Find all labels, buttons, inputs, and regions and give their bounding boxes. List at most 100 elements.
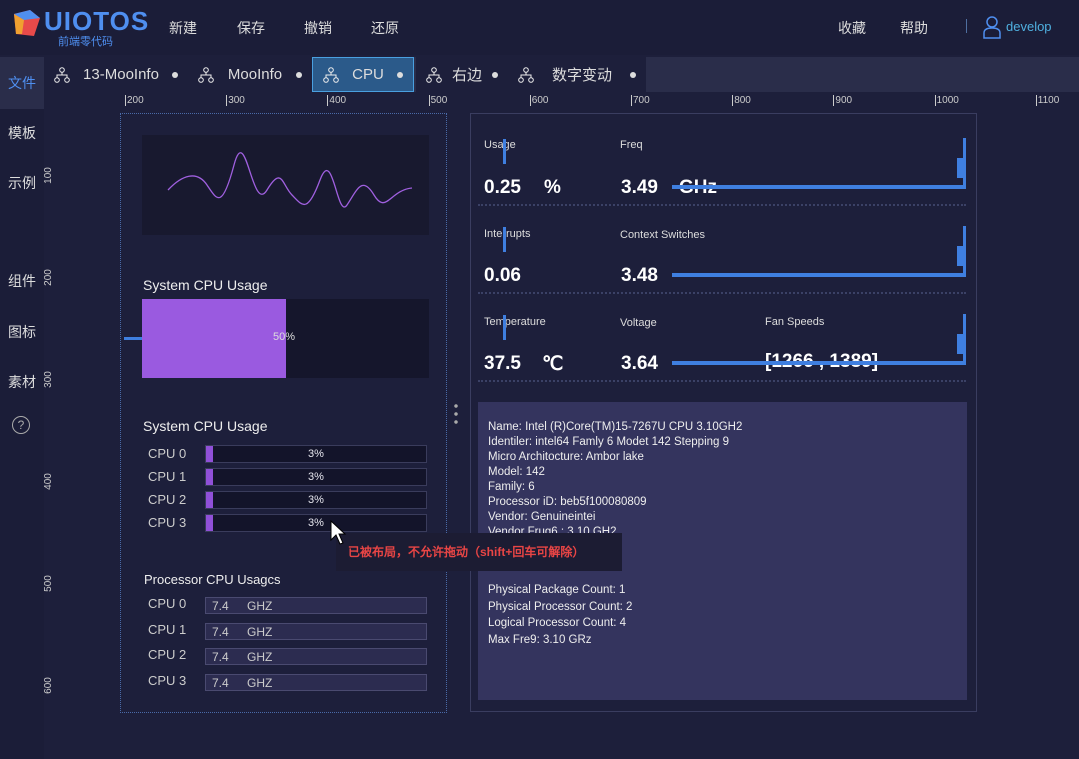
tab-3[interactable]: 右边 [416, 57, 508, 92]
tooltip: 已被布局，不允许拖动（shift+回车可解除） [336, 533, 622, 571]
anchor-handle[interactable] [957, 334, 964, 354]
user-icon[interactable] [982, 15, 1002, 39]
tab-dot-icon[interactable] [630, 71, 636, 78]
right-panel[interactable] [470, 113, 977, 712]
info-line: Vendor: Genuineintei [488, 511, 596, 523]
cpu-line-chart [142, 135, 429, 235]
ruler-tick: 800 [732, 95, 751, 106]
freq-label: CPU 0 [148, 596, 187, 611]
ruler-tick: 500 [428, 95, 448, 106]
user-name[interactable]: develop [1006, 19, 1052, 34]
ruler-tick: 900 [833, 95, 853, 106]
ruler-tick: 600 [42, 677, 54, 694]
ruler-tick: 200 [42, 269, 54, 286]
hierarchy-icon [54, 66, 70, 83]
core-label: CPU 0 [148, 446, 187, 461]
temp-stat: 37.5 [484, 353, 521, 374]
usage-bar: 50% [142, 299, 429, 378]
tab-label: 数字变动 [551, 67, 612, 84]
sidebar-item-example[interactable]: 示例 [8, 175, 36, 191]
menu-help[interactable]: 帮助 [900, 20, 928, 36]
tab-1[interactable]: MooInfo [188, 57, 312, 92]
sidebar-item-icon[interactable]: 图标 [8, 324, 36, 340]
core-usage-bar: 3% [205, 468, 427, 486]
ruler-tick: 600 [529, 95, 549, 106]
hierarchy-icon [518, 66, 534, 83]
anchor-handle[interactable] [957, 158, 964, 178]
tab-dot-icon[interactable] [397, 71, 403, 78]
freq-row: 7.4 GHZ [205, 622, 427, 640]
logo-icon [14, 10, 40, 36]
menu-favorites[interactable]: 收藏 [838, 20, 866, 36]
interrupts-stat: 0.06 [484, 265, 521, 286]
sidebar: 文件 模板 示例 组件 图标 素材 ? [0, 57, 44, 759]
info-line: Physical Processor Count: 2 [488, 600, 633, 613]
freq-unit: GHZ [247, 650, 273, 664]
tab-label: 13-MooInfo [83, 66, 159, 83]
core-label: CPU 3 [148, 515, 187, 530]
sidebar-item-template[interactable]: 模板 [8, 125, 36, 141]
mouse-cursor-icon [330, 520, 346, 545]
tab-label: MooInfo [227, 66, 283, 83]
hierarchy-icon [426, 66, 442, 83]
info-line: Micro Architocture: Ambor lake [488, 451, 644, 463]
menu-new[interactable]: 新建 [169, 20, 197, 36]
connector-arrow [963, 138, 966, 189]
tab-dot-icon[interactable] [296, 71, 302, 78]
info-lines: Name: Intel (R)Core(TM)15-7267U CPU 3.10… [488, 420, 742, 540]
sidebar-item-material[interactable]: 素材 [8, 374, 36, 390]
usage-bar-fill [142, 299, 286, 378]
horizontal-ruler[interactable]: 200 300 400 500 600 700 800 900 1000 1100 [60, 93, 1079, 111]
core-bar-fill [206, 492, 213, 508]
freq-label: CPU 2 [148, 647, 187, 662]
menu-save[interactable]: 保存 [237, 20, 265, 36]
freq-title: Processor CPU Usagcs [144, 572, 281, 587]
tab-dot-icon[interactable] [172, 71, 178, 78]
ruler-tick: 400 [42, 473, 54, 490]
freq-value: 7.4 [212, 599, 229, 613]
core-usage-bar: 3% [205, 445, 427, 463]
usage-value: 50% [273, 331, 296, 343]
usage-unit: % [544, 177, 561, 198]
freq-unit: GHZ [247, 624, 273, 639]
ruler-tick: 300 [226, 95, 245, 106]
freq-unit: GHZ [247, 599, 273, 613]
freq-label: Freq [620, 139, 643, 151]
connector-arrow [672, 273, 964, 277]
ruler-tick: 200 [125, 95, 144, 106]
usage-stat: 0.25 [484, 177, 521, 198]
connector-arrow [503, 315, 506, 340]
freq-row: 7.4 GHZ [205, 673, 427, 691]
vertical-ruler[interactable]: 100 200 300 400 500 600 [42, 111, 60, 759]
freq-row: 7.4 GHZ [205, 648, 427, 665]
anchor-handle[interactable] [957, 246, 964, 266]
menu-undo[interactable]: 撤销 [304, 20, 332, 36]
tab-4[interactable]: 数字变动 [508, 57, 646, 92]
menu-redo[interactable]: 还原 [371, 20, 399, 36]
core-label: CPU 2 [148, 492, 187, 507]
tab-dot-icon[interactable] [492, 71, 498, 78]
connector-arrow [124, 337, 142, 340]
sidebar-item-component[interactable]: 组件 [8, 273, 36, 289]
help-icon[interactable]: ? [12, 416, 30, 434]
connector-arrow [503, 139, 506, 164]
core-value: 3% [308, 494, 324, 506]
connector-arrow [963, 226, 966, 277]
divider [966, 19, 967, 33]
logo: UIOTOS [44, 6, 150, 36]
ruler-tick: 400 [327, 95, 347, 106]
sidebar-item-file[interactable]: 文件 [0, 57, 44, 109]
left-panel[interactable] [120, 113, 447, 713]
tab-2[interactable]: CPU [312, 57, 414, 92]
ruler-tick: 700 [631, 95, 650, 106]
usage-title: System CPU Usage [143, 277, 268, 293]
temp-unit: ℃ [542, 354, 564, 375]
freq-unit: GHZ [247, 675, 273, 690]
core-bar-fill [206, 446, 213, 462]
tab-0[interactable]: 13-MooInfo [44, 57, 188, 92]
info-line: Logical Processor Count: 4 [488, 617, 627, 629]
info-line: Name: Intel (R)Core(TM)15-7267U CPU 3.10… [488, 421, 743, 433]
tab-label: CPU [352, 66, 384, 83]
info-line: Physical Package Count: 1 [488, 584, 626, 596]
resize-handle-icon[interactable] [454, 402, 458, 426]
